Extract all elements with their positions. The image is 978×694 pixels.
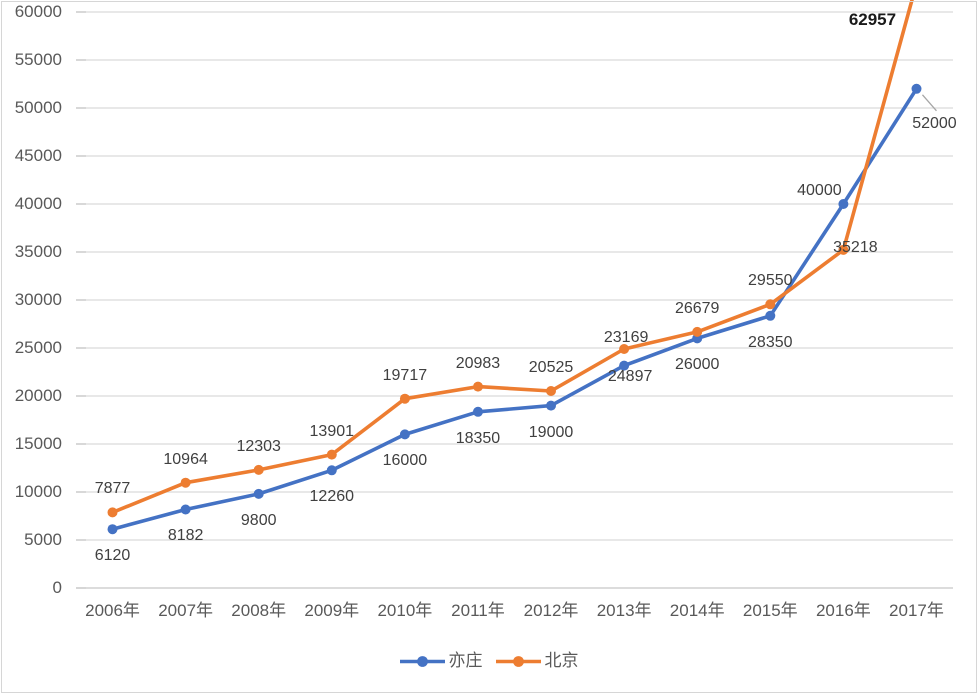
data-point-marker — [473, 381, 483, 392]
data-point-marker — [546, 400, 556, 411]
data-point-marker — [253, 488, 264, 499]
x-axis-label: 2014年 — [669, 601, 725, 620]
data-point-marker — [473, 406, 483, 417]
legend: 亦庄 北京 — [0, 649, 978, 673]
data-label-0-6: 19000 — [528, 423, 574, 441]
data-point-marker — [546, 386, 556, 396]
data-label-1-5: 20983 — [455, 354, 501, 372]
y-axis-label: 50000 — [14, 98, 62, 117]
data-label-1-8: 26679 — [674, 299, 720, 317]
data-point-marker — [692, 326, 703, 337]
data-label-0-10: 40000 — [797, 182, 842, 199]
data-point-marker — [911, 83, 922, 94]
data-label-0-11: 52000 — [912, 114, 957, 132]
data-label-1-10: 35218 — [833, 238, 878, 256]
x-axis-label: 2009年 — [304, 601, 360, 620]
series-line-1 — [110, 0, 914, 515]
x-axis-label: 2011年 — [451, 601, 505, 620]
data-label-0-5: 18350 — [455, 429, 501, 447]
data-label-1-4: 19717 — [382, 366, 428, 384]
data-label-1-7: 24897 — [607, 367, 653, 385]
data-label-1-1: 10964 — [163, 450, 208, 468]
label-leader-line — [921, 94, 937, 112]
x-axis-label: 2007年 — [158, 601, 214, 620]
x-axis-label: 2012年 — [523, 601, 579, 620]
y-axis-label: 30000 — [14, 290, 62, 309]
legend-line-marker-icon — [399, 655, 445, 667]
data-label-1-11: 62957 — [848, 9, 897, 29]
data-label-0-2: 9800 — [240, 511, 277, 529]
data-label-0-0: 6120 — [94, 547, 131, 565]
y-axis-label: 45000 — [14, 146, 62, 165]
data-label-0-3: 12260 — [309, 488, 355, 506]
y-axis-label: 10000 — [14, 482, 62, 501]
x-axis-label: 2008年 — [231, 601, 287, 620]
data-label-0-9: 28350 — [748, 333, 793, 351]
series-line-0 — [110, 87, 919, 532]
data-point-marker — [107, 524, 118, 535]
data-point-marker — [180, 504, 191, 515]
legend-item-1: 北京 — [495, 650, 579, 672]
data-label-1-2: 12303 — [236, 437, 281, 455]
data-point-marker — [765, 310, 776, 321]
y-axis-label: 35000 — [14, 242, 62, 261]
x-axis-label: 2006年 — [85, 601, 140, 620]
legend-line-marker-icon — [495, 655, 541, 667]
legend-label: 北京 — [544, 651, 579, 670]
data-point-marker — [253, 464, 264, 475]
x-axis-label: 2013年 — [596, 601, 652, 620]
data-label-0-4: 16000 — [382, 452, 428, 470]
data-point-marker — [838, 199, 849, 209]
data-point-marker — [180, 477, 191, 488]
data-label-0-1: 8182 — [167, 527, 204, 545]
legend-item-0: 亦庄 — [399, 650, 483, 672]
y-axis-label: 60000 — [14, 2, 62, 21]
data-label-1-0: 7877 — [94, 480, 131, 498]
data-point-marker — [326, 449, 337, 460]
data-label-1-3: 13901 — [309, 422, 355, 440]
data-point-marker — [399, 393, 410, 404]
x-axis-label: 2015年 — [742, 601, 798, 620]
data-point-marker — [326, 465, 337, 476]
y-axis-label: 5000 — [24, 530, 62, 549]
y-axis-label: 20000 — [14, 386, 62, 405]
data-point-marker — [765, 299, 776, 310]
data-point-marker — [838, 244, 849, 255]
data-point-marker — [619, 344, 630, 354]
data-label-1-9: 29550 — [748, 272, 793, 290]
y-axis-label: 40000 — [14, 194, 62, 213]
y-axis-label: 15000 — [14, 434, 62, 453]
y-axis-label: 0 — [52, 578, 62, 597]
x-axis-label: 2016年 — [815, 601, 871, 620]
data-label-0-8: 26000 — [674, 356, 720, 374]
data-point-marker — [399, 429, 410, 440]
data-label-0-7: 23169 — [603, 328, 649, 346]
y-axis-label: 55000 — [14, 50, 62, 69]
x-axis-label: 2010年 — [377, 601, 433, 620]
data-label-1-6: 20525 — [528, 358, 574, 376]
legend-label: 亦庄 — [448, 651, 483, 670]
data-point-marker — [107, 507, 118, 518]
x-axis-label: 2017年 — [889, 601, 944, 620]
y-axis-label: 25000 — [14, 338, 62, 357]
data-point-marker — [619, 360, 630, 371]
